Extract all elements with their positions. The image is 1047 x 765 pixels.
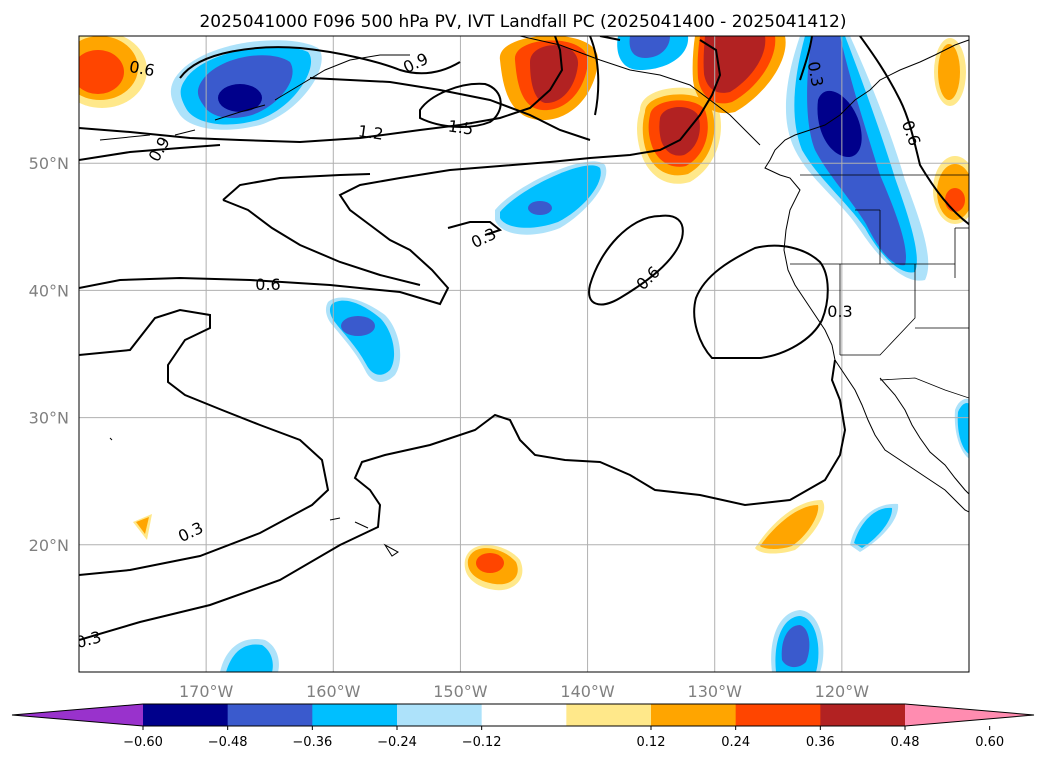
negative-anomaly-central — [325, 297, 401, 382]
lon-label: 150°W — [433, 682, 488, 701]
state-borders — [790, 174, 969, 399]
negative-anomaly-south-west — [220, 639, 279, 672]
colorbar-extend-low — [12, 704, 143, 726]
colorbar-segment — [312, 704, 398, 726]
lat-label: 50°N — [29, 154, 69, 173]
map-frame — [78, 35, 970, 673]
positive-anomaly-southeast — [755, 500, 825, 554]
colorbar-segment — [481, 704, 567, 726]
latitude-labels: 20°N 30°N 40°N 50°N — [29, 154, 69, 555]
lat-label: 30°N — [29, 409, 69, 428]
colorbar-tick-label: 0.12 — [637, 735, 666, 750]
contour-label-0.3-east: 0.3 — [827, 302, 852, 321]
positive-anomaly-west — [133, 514, 152, 540]
contour-label-1.2: 1.2 — [357, 121, 385, 143]
contour-label-0.6-nw: 0.6 — [128, 57, 156, 80]
lat-label: 40°N — [29, 281, 69, 300]
positive-anomaly-near-hawaii — [464, 544, 523, 591]
colorbar-segment — [143, 704, 229, 726]
negative-anomaly-south-east — [771, 610, 824, 672]
positive-anomaly-british-columbia — [637, 87, 722, 184]
coastlines — [99, 36, 969, 557]
colorbar-tick-label: −0.60 — [123, 735, 163, 750]
negative-anomaly-north-strip — [617, 36, 689, 70]
negative-anomaly-mid-pacific — [495, 161, 607, 235]
negative-anomaly-pacific-northwest — [785, 36, 929, 281]
colorbar-segment — [227, 704, 313, 726]
lon-label: 140°W — [560, 682, 615, 701]
positive-anomaly-nw-corner — [79, 36, 147, 108]
colorbar-tick-label: −0.36 — [292, 735, 332, 750]
colorbar-tick-label: 0.36 — [806, 735, 835, 750]
colorbar-tick-label: −0.12 — [462, 735, 502, 750]
colorbar-segment — [735, 704, 821, 726]
lon-label: 120°W — [815, 682, 870, 701]
map-panel: 0.6 0.9 0.9 1.2 1.5 0.3 0.6 0.6 0.3 0.3 … — [79, 36, 969, 672]
contour-label-0.3-north: 0.3 — [804, 60, 827, 88]
negative-anomaly-aleutians — [170, 40, 322, 130]
colorbar-segment — [651, 704, 737, 726]
figure-title: 2025041000 F096 500 hPa PV, IVT Landfall… — [199, 12, 846, 32]
positive-anomaly-northeast — [933, 38, 969, 224]
negative-anomaly-baja — [850, 503, 899, 552]
colorbar-tick-label: 0.48 — [891, 735, 920, 750]
negative-anomaly-mexico — [954, 398, 969, 459]
colorbar-tick-label: −0.24 — [377, 735, 417, 750]
lon-label: 130°W — [688, 682, 743, 701]
longitude-labels: 170°W 160°W 150°W 140°W 130°W 120°W — [179, 682, 869, 701]
colorbar-tick-label: 0.24 — [721, 735, 750, 750]
lon-label: 170°W — [179, 682, 234, 701]
lon-label: 160°W — [306, 682, 361, 701]
pv-contours — [79, 36, 969, 641]
contour-label-1.5: 1.5 — [447, 116, 475, 138]
colorbar-tick-label: 0.60 — [975, 735, 1004, 750]
colorbar-tick-label: −0.48 — [208, 735, 248, 750]
lat-label: 20°N — [29, 536, 69, 555]
colorbar-extend-high — [905, 704, 1034, 726]
positive-anomaly-gulf-of-alaska — [499, 36, 599, 121]
ivt-pc-shading — [79, 36, 969, 672]
colorbar-segment — [820, 704, 906, 726]
colorbar-segment — [566, 704, 652, 726]
colorbar-segment — [397, 704, 483, 726]
contour-label-0.6-mid: 0.6 — [255, 275, 280, 294]
colorbar: −0.60 −0.48 −0.36 −0.24 −0.12 0.12 0.24 0.36 0.4… — [11, 703, 1035, 750]
